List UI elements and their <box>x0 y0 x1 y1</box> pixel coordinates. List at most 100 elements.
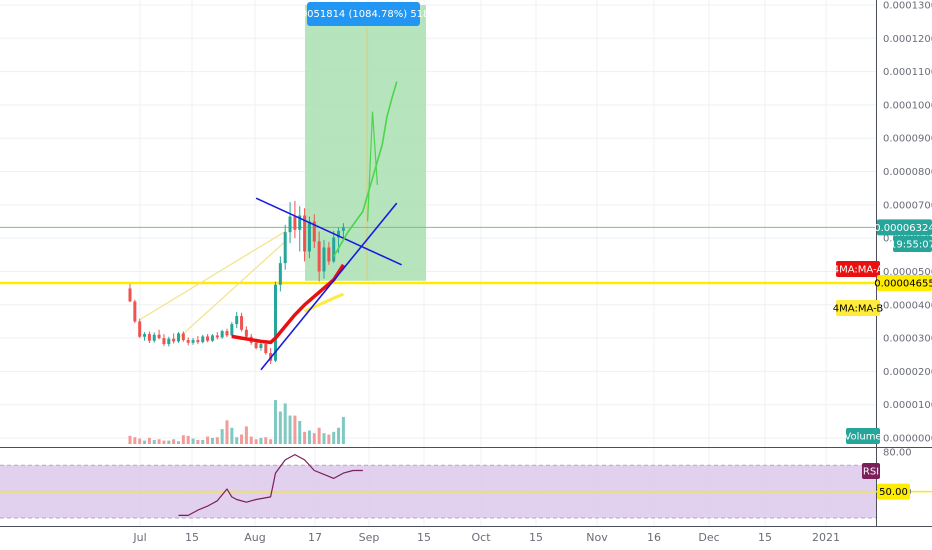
volume-bar <box>138 438 142 444</box>
candle-body <box>152 334 156 341</box>
countdown-badge: 19:55:07 <box>890 240 932 251</box>
volume-bar <box>181 435 185 444</box>
candle-body <box>220 331 224 338</box>
time-tick-label: Dec <box>698 531 719 544</box>
volume-bar <box>322 433 326 444</box>
last-price-badge: 0.00006324 <box>874 223 932 234</box>
volume-bar <box>196 439 200 444</box>
last-price-badge-bg <box>877 219 932 236</box>
candle-body <box>177 333 180 342</box>
volume-bar <box>341 416 345 444</box>
rsi-badge: RSI <box>863 467 879 478</box>
volume-bar <box>327 434 331 444</box>
price-tick-label: 0.00013000 <box>883 1 932 12</box>
price-tick-label: 0.00008000 <box>883 167 932 178</box>
time-tick-label: 15 <box>758 531 772 544</box>
price-tick-label: 0.00002000 <box>883 367 932 378</box>
candle-body <box>235 316 239 325</box>
time-tick-label: 2021 <box>812 531 840 544</box>
candle-body <box>337 230 341 238</box>
candle-body <box>215 335 219 338</box>
main-pane <box>0 0 876 447</box>
countdown-badge-bg <box>893 236 932 252</box>
time-tick-label: 15 <box>185 531 199 544</box>
candle-body <box>230 324 234 336</box>
volume-badge: Volume <box>844 432 881 443</box>
green-projection-spike <box>367 111 378 222</box>
ma-b-badge: 4MA:MA-B <box>833 304 884 315</box>
candle-body <box>133 301 137 322</box>
candle-body <box>196 340 200 343</box>
rsi-badge-bg <box>862 463 880 479</box>
volume-bar <box>152 439 156 444</box>
candle-body <box>172 338 176 342</box>
volume-bar <box>240 434 244 444</box>
green-projection-curve <box>333 81 398 257</box>
candle-body <box>206 336 210 341</box>
candle-body <box>303 215 307 252</box>
ma-a-badge: 4MA:MA-A <box>833 265 884 276</box>
volume-bar <box>201 439 205 444</box>
candle-body <box>259 344 263 349</box>
volume-bar <box>244 426 248 444</box>
ma-b-badge-bg <box>836 300 880 316</box>
volume-bar <box>191 438 195 444</box>
candle-body <box>317 241 321 272</box>
volume-bar <box>210 437 214 444</box>
candle-body <box>254 342 258 349</box>
candle-body <box>283 232 287 264</box>
volume-bar <box>303 431 307 444</box>
candle-body <box>201 336 205 343</box>
projection-box <box>305 5 426 281</box>
candle-body <box>298 215 302 230</box>
price-tick-label: 0.00004000 <box>883 300 932 311</box>
candle-body <box>240 316 244 330</box>
volume-bar <box>162 440 166 444</box>
candle-body <box>244 329 248 337</box>
candle-body <box>293 216 297 230</box>
time-tick-label: Oct <box>471 531 491 544</box>
volume-bar <box>215 437 219 444</box>
volume-bar <box>254 439 258 444</box>
candle-body <box>181 333 185 341</box>
price-tick-label: 0.00007000 <box>883 200 932 211</box>
volume-bar <box>332 431 336 444</box>
price-tick-label: 0.00000000 <box>883 434 932 445</box>
price-tick-label: 0.00005000 <box>883 267 932 278</box>
volume-bar <box>206 436 210 444</box>
support-price-badge: 0.00004655 <box>874 278 932 289</box>
rsi-midline-badge: 50.00 <box>879 487 908 498</box>
projection-label-bg <box>307 2 420 26</box>
price-tick-label: 0.00011000 <box>883 67 932 78</box>
volume-bar <box>269 439 273 444</box>
candle-body <box>157 334 161 339</box>
volume-bar <box>186 435 190 444</box>
volume-bar <box>128 435 132 444</box>
volume-bar <box>147 437 151 444</box>
trend-line <box>255 197 402 266</box>
candle-body <box>322 247 326 272</box>
volume-bar <box>337 427 341 444</box>
fan-line <box>178 241 286 339</box>
volume-bar <box>220 429 224 444</box>
volume-bar <box>312 433 316 444</box>
volume-bar <box>249 436 253 444</box>
candle-body <box>162 338 166 345</box>
volume-bar <box>235 437 239 444</box>
time-tick-label: 16 <box>647 531 661 544</box>
volume-bar <box>157 439 161 444</box>
support-price-badge-bg <box>877 274 932 291</box>
volume-bar <box>259 437 263 444</box>
volume-bar <box>143 440 147 444</box>
volume-bar <box>172 439 176 444</box>
fan-line <box>139 230 286 321</box>
candle-body <box>278 263 282 285</box>
time-tick-label: Aug <box>244 531 265 544</box>
volume-bar <box>133 437 137 444</box>
volume-bar <box>293 415 297 444</box>
price-tick-label: 0.00012000 <box>883 34 932 45</box>
candle-body <box>332 237 336 262</box>
candle-body <box>138 321 142 337</box>
